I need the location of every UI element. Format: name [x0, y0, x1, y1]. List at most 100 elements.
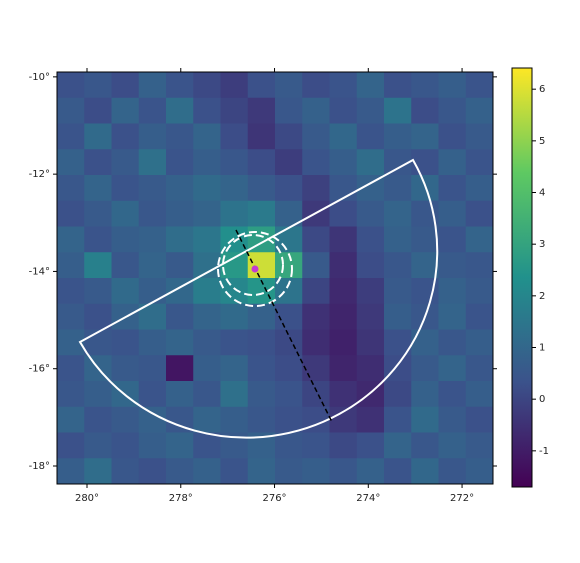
heat-cell	[411, 72, 439, 99]
heat-cell	[411, 97, 439, 124]
heat-cell	[220, 175, 249, 202]
heat-cell	[329, 226, 358, 253]
heat-cell	[247, 149, 276, 176]
heat-cell	[356, 123, 385, 150]
heat-cell	[138, 252, 167, 279]
heat-cell	[138, 123, 167, 150]
heat-cell	[138, 355, 167, 382]
heat-cell	[138, 406, 167, 433]
x-tick-label: 276°	[262, 493, 286, 504]
heat-cell	[384, 123, 412, 150]
wedge-region	[78, 158, 439, 439]
heat-cell	[329, 381, 358, 408]
heat-cell	[138, 226, 167, 253]
heat-cell	[356, 278, 385, 305]
heat-cell	[138, 432, 167, 459]
colorbar-tick-label: 6	[539, 84, 545, 95]
heat-cell	[247, 200, 276, 227]
heat-cell	[84, 406, 112, 433]
heat-cell	[111, 278, 140, 305]
x-tick-label: 272°	[450, 493, 474, 504]
heat-cell	[220, 406, 249, 433]
heat-cell	[411, 432, 439, 459]
heat-cell	[302, 97, 330, 124]
heat-cell	[275, 226, 303, 253]
heat-cell	[247, 458, 276, 485]
heat-cell	[356, 149, 385, 176]
heat-cell	[193, 278, 221, 305]
heat-cell	[138, 72, 167, 99]
heat-cell	[247, 329, 276, 356]
heat-cell	[193, 381, 221, 408]
heat-cell	[111, 226, 140, 253]
heat-cell	[84, 303, 112, 330]
heat-cell	[438, 226, 467, 253]
colorbar-tick-label: -1	[539, 446, 549, 457]
heat-cell	[411, 329, 439, 356]
heat-cell	[166, 303, 194, 330]
heat-cell	[465, 355, 494, 382]
heat-cell	[111, 406, 140, 433]
heat-cell	[57, 406, 85, 433]
heat-cell	[275, 123, 303, 150]
heat-cell	[138, 149, 167, 176]
heat-cell	[329, 355, 358, 382]
heat-cell	[193, 175, 221, 202]
heat-cell	[247, 123, 276, 150]
heat-cell	[384, 97, 412, 124]
heat-cell	[302, 329, 330, 356]
heat-cell	[111, 200, 140, 227]
heat-cell	[465, 329, 494, 356]
heat-cell	[57, 458, 85, 485]
heat-cell	[384, 303, 412, 330]
heat-cell	[275, 97, 303, 124]
heat-cell	[57, 278, 85, 305]
heat-cell	[57, 381, 85, 408]
y-tick-label: -16°	[29, 364, 50, 375]
heat-cell	[111, 252, 140, 279]
axes: 280° 278° 276° 274° 272° -10° -12° -14° -16° -18°…	[29, 68, 549, 504]
heat-cell	[329, 200, 358, 227]
heat-cell	[438, 97, 467, 124]
x-tick-label: 278°	[169, 493, 193, 504]
overlays	[78, 158, 439, 439]
y-tick-label: -12°	[29, 169, 50, 180]
heat-cell	[438, 278, 467, 305]
heat-cell	[438, 252, 467, 279]
heat-cell	[84, 458, 112, 485]
heat-cell	[111, 123, 140, 150]
heat-cell	[302, 226, 330, 253]
outer-circle	[217, 231, 293, 307]
heat-cell	[275, 381, 303, 408]
heat-cell	[57, 200, 85, 227]
heat-cell	[247, 97, 276, 124]
colorbar-tick-label: 4	[539, 188, 545, 199]
heat-cell	[84, 329, 112, 356]
axis-line	[235, 229, 333, 423]
heat-cell	[193, 226, 221, 253]
heat-cell	[356, 226, 385, 253]
colorbar-tick-label: 1	[539, 343, 545, 354]
heat-cell	[220, 123, 249, 150]
heat-cell	[57, 175, 85, 202]
heat-cell	[302, 381, 330, 408]
heat-cell	[138, 97, 167, 124]
heat-cell	[84, 432, 112, 459]
heat-cell	[166, 329, 194, 356]
heat-cell	[356, 458, 385, 485]
heat-cell	[329, 175, 358, 202]
heat-cell	[111, 458, 140, 485]
heat-cell	[302, 458, 330, 485]
heat-cell	[275, 175, 303, 202]
heat-cell	[465, 72, 494, 99]
heat-cell	[84, 226, 112, 253]
heat-cell	[411, 381, 439, 408]
heat-cell	[275, 406, 303, 433]
heat-cell	[193, 200, 221, 227]
heat-cell	[57, 123, 85, 150]
heat-cell	[329, 458, 358, 485]
heat-cell	[356, 97, 385, 124]
heat-cell	[84, 278, 112, 305]
heat-cell	[384, 406, 412, 433]
heatmap	[57, 72, 494, 485]
